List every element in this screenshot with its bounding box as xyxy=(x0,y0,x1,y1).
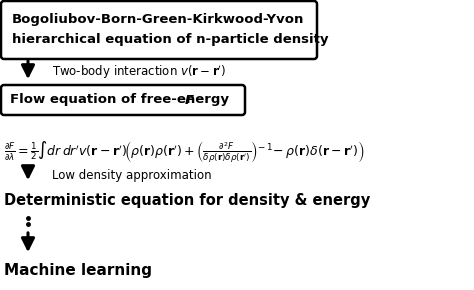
Text: F: F xyxy=(185,93,194,106)
FancyBboxPatch shape xyxy=(1,85,245,115)
Text: Deterministic equation for density & energy: Deterministic equation for density & ene… xyxy=(4,193,370,208)
Text: Bogoliubov-Born-Green-Kirkwood-Yvon: Bogoliubov-Born-Green-Kirkwood-Yvon xyxy=(12,14,304,26)
Text: hierarchical equation of n-particle density: hierarchical equation of n-particle dens… xyxy=(12,34,328,46)
Text: Flow equation of free-energy: Flow equation of free-energy xyxy=(10,93,234,106)
Text: Two-body interaction $v(\mathbf{r} - \mathbf{r}^{\prime})$: Two-body interaction $v(\mathbf{r} - \ma… xyxy=(52,63,226,81)
Text: $\frac{\partial F}{\partial \lambda} = \frac{1}{2}\int dr\,dr^{\prime}v(\mathbf{: $\frac{\partial F}{\partial \lambda} = \… xyxy=(4,139,365,165)
Text: Low density approximation: Low density approximation xyxy=(52,168,211,182)
FancyBboxPatch shape xyxy=(1,1,317,59)
Text: Machine learning: Machine learning xyxy=(4,262,152,278)
